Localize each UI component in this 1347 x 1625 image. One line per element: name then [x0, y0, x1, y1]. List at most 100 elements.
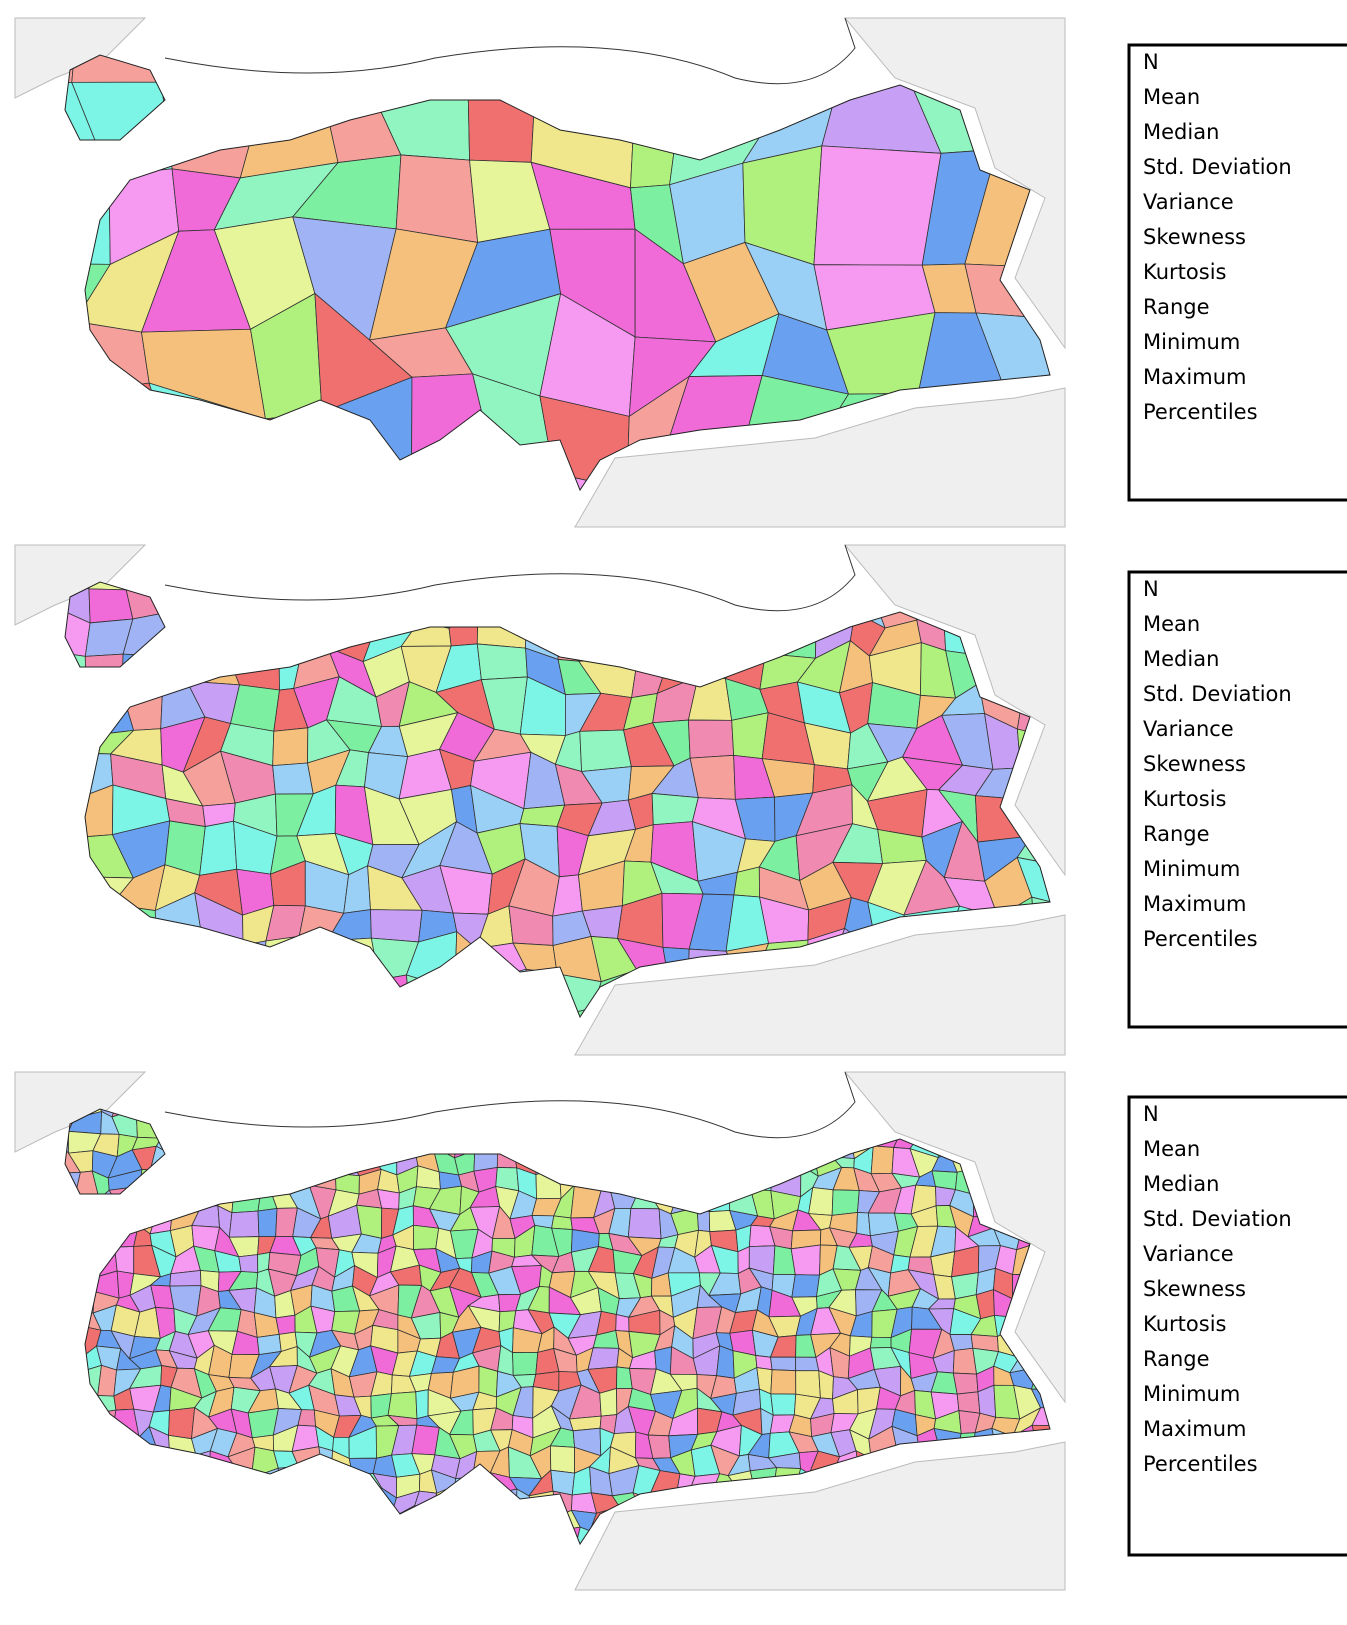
- coastline: [164, 544, 856, 612]
- basin: [232, 1591, 258, 1614]
- basin: [770, 1369, 797, 1395]
- neighbor-land: [843, 17, 1066, 350]
- basin: [1071, 1246, 1096, 1277]
- stat-label: Maximum: [1143, 892, 1246, 916]
- basin: [415, 1389, 429, 1420]
- basin: [770, 1356, 797, 1372]
- basin: [257, 1207, 278, 1238]
- basin: [528, 1586, 558, 1619]
- basin: [758, 1593, 776, 1616]
- basin: [1068, 1565, 1100, 1590]
- stat-label: Variance: [1143, 717, 1234, 741]
- stat-label: Range: [1143, 295, 1210, 319]
- basin: [1066, 612, 1098, 665]
- basin: [872, 1593, 900, 1619]
- basin: [831, 1591, 858, 1610]
- stat-label: Median: [1143, 647, 1219, 671]
- basin: [790, 1244, 821, 1276]
- basin: [1079, 1510, 1097, 1532]
- map-panel: [14, 544, 1107, 1056]
- basin: [476, 643, 528, 681]
- coastline: [164, 17, 856, 85]
- basin: [1071, 1290, 1096, 1319]
- basin: [369, 1594, 393, 1612]
- basin: [272, 727, 309, 767]
- coastline: [164, 1071, 856, 1139]
- basin: [554, 1007, 594, 1017]
- basin: [310, 1592, 339, 1616]
- stats-box: [1127, 1095, 1347, 1557]
- basin: [557, 1587, 582, 1618]
- basin: [649, 1591, 680, 1616]
- stat-label: Minimum: [1143, 857, 1240, 881]
- neighbor-land: [574, 1441, 1066, 1591]
- basin: [948, 1592, 980, 1608]
- stat-label: Minimum: [1143, 330, 1240, 354]
- basin: [88, 588, 134, 624]
- stat-label: Range: [1143, 822, 1210, 846]
- basin: [811, 1591, 835, 1613]
- basin: [579, 729, 632, 772]
- basin: [52, 1592, 78, 1617]
- neighbor-land: [843, 1071, 1066, 1404]
- basin: [592, 1588, 615, 1607]
- basin: [1061, 659, 1098, 699]
- basin: [131, 1589, 152, 1611]
- stat-label: Median: [1143, 120, 1219, 144]
- basin: [870, 1145, 895, 1175]
- basin: [687, 719, 735, 759]
- basin: [387, 1391, 418, 1420]
- basin: [972, 1592, 994, 1612]
- stat-label: Skewness: [1143, 225, 1246, 249]
- basin: [1016, 856, 1050, 906]
- basin: [899, 1588, 917, 1613]
- stat-label: Maximum: [1143, 1417, 1246, 1441]
- basin: [956, 1391, 981, 1414]
- basin: [434, 1594, 460, 1614]
- basin: [1065, 867, 1107, 905]
- basin: [791, 1274, 820, 1298]
- basin: [1068, 1369, 1097, 1389]
- basin: [468, 1594, 494, 1617]
- basin: [275, 1314, 296, 1335]
- basin: [413, 1224, 440, 1250]
- stat-label: Maximum: [1143, 365, 1246, 389]
- basin: [168, 1407, 196, 1440]
- stat-label: Kurtosis: [1143, 1312, 1226, 1336]
- basin: [716, 1345, 735, 1379]
- stat-label: Median: [1143, 1172, 1219, 1196]
- basin: [230, 684, 280, 732]
- basin: [1073, 1326, 1095, 1358]
- basin: [1070, 1117, 1101, 1138]
- basin: [587, 1347, 620, 1370]
- basin: [869, 1336, 892, 1349]
- basin: [491, 1593, 520, 1617]
- basin: [551, 1215, 573, 1230]
- basin: [1069, 1429, 1097, 1457]
- basin: [574, 1588, 601, 1618]
- country-outline: [64, 1108, 1051, 1546]
- basin: [1077, 1486, 1097, 1513]
- basin: [770, 1393, 797, 1416]
- basin: [795, 1356, 820, 1372]
- basin: [808, 1187, 834, 1216]
- basin: [1079, 1209, 1101, 1237]
- stat-label: Kurtosis: [1143, 260, 1226, 284]
- basin: [799, 1591, 818, 1613]
- stat-label: Mean: [1143, 1137, 1200, 1161]
- stat-label: Percentiles: [1143, 1452, 1258, 1476]
- stat-label: Std. Deviation: [1143, 682, 1292, 706]
- basin: [1069, 1450, 1097, 1472]
- stat-label: Variance: [1143, 190, 1234, 214]
- neighbor-land: [574, 914, 1066, 1056]
- basin: [615, 1313, 630, 1332]
- stats-box: [1127, 43, 1347, 502]
- basin: [1076, 1418, 1093, 1433]
- basin: [335, 1591, 360, 1616]
- basin: [853, 1593, 872, 1619]
- stat-label: Percentiles: [1143, 927, 1258, 951]
- basin: [1069, 1149, 1100, 1178]
- basin: [631, 1587, 659, 1616]
- basin: [8, 1591, 35, 1615]
